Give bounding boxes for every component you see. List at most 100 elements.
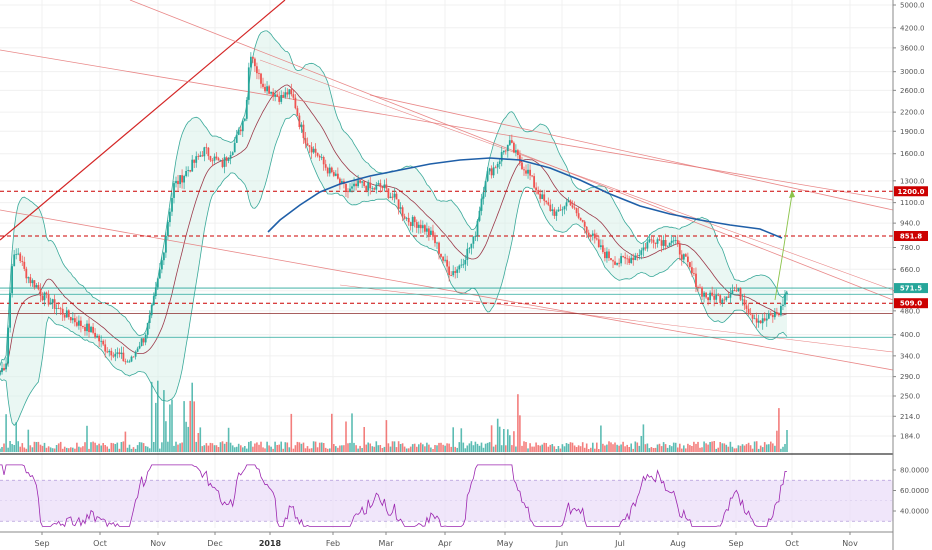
volume-bar — [711, 441, 713, 452]
rsi-tick-label: 80.0000 — [900, 467, 929, 475]
volume-bar — [709, 442, 711, 452]
candle-body — [678, 243, 681, 255]
volume-bar — [310, 448, 313, 452]
volume-bar — [545, 443, 547, 452]
volume-bar — [594, 448, 596, 452]
volume-bar — [102, 443, 104, 452]
volume-bar — [650, 447, 653, 452]
volume-bar — [539, 445, 541, 452]
candle-body — [134, 351, 137, 357]
volume-bar — [304, 448, 307, 452]
volume-bar — [656, 444, 659, 452]
price-tag-box — [894, 283, 928, 294]
volume-bar — [51, 448, 54, 452]
x-tick-label: Aug — [670, 539, 686, 548]
volume-bar — [213, 445, 216, 452]
volume-bar — [450, 446, 452, 452]
volume-bar — [155, 402, 157, 452]
volume-bar — [379, 445, 382, 452]
candle-body — [470, 243, 473, 249]
volume-bar — [377, 445, 380, 452]
volume-bar — [367, 442, 369, 452]
candle-body — [213, 156, 216, 161]
candle-body — [136, 348, 139, 352]
volume-bar — [418, 444, 420, 452]
volume-bar — [351, 413, 353, 452]
volume-bar — [9, 441, 11, 452]
volume-bar — [513, 431, 515, 452]
volume-bar — [784, 444, 786, 452]
volume-bar — [616, 444, 618, 452]
candle-body — [197, 156, 200, 157]
volume-bar — [543, 442, 545, 452]
volume-bar — [436, 445, 438, 452]
volume-bar — [454, 446, 456, 452]
volume-bar — [757, 448, 760, 452]
volume-bar — [494, 444, 497, 452]
candle-body — [108, 350, 111, 353]
candle-body — [243, 118, 246, 121]
candle-body — [69, 317, 72, 321]
volume-bar — [731, 446, 734, 452]
volume-bar — [175, 441, 177, 452]
candle-body — [270, 91, 272, 94]
volume-bar — [672, 442, 675, 452]
volume-bar — [108, 448, 110, 452]
y-tick-label: 2200.0 — [900, 109, 925, 117]
volume-bar — [389, 446, 392, 452]
volume-bar — [634, 441, 637, 452]
candle-body — [221, 160, 224, 167]
candle-body — [531, 175, 533, 177]
volume-bar — [201, 446, 204, 452]
y-tick-label: 5000.0 — [900, 2, 925, 10]
volume-bar — [308, 448, 311, 452]
volume-bar — [551, 444, 554, 452]
candle-body — [264, 86, 266, 92]
volume-bar — [749, 445, 752, 452]
candle-body — [175, 180, 177, 184]
volume-bar — [585, 443, 588, 452]
volume-bar — [755, 441, 758, 452]
volume-bar — [567, 443, 570, 452]
candle-body — [454, 271, 457, 273]
candle-body — [731, 290, 734, 294]
candle-body — [403, 216, 406, 219]
volume-bar — [203, 445, 206, 452]
candle-body — [774, 312, 776, 318]
y-tick-label: 4200.0 — [900, 24, 925, 32]
candle-body — [771, 314, 774, 318]
candle-body — [709, 292, 711, 301]
candle-body — [737, 288, 740, 292]
volume-bar — [563, 446, 566, 452]
volume-bar — [413, 443, 416, 452]
candle-body — [624, 257, 626, 259]
projection-line — [774, 193, 793, 301]
volume-bar — [130, 448, 133, 452]
volume-bar — [405, 448, 408, 452]
candle-body — [521, 162, 523, 170]
candle-body — [448, 266, 450, 275]
volume-bar — [21, 443, 24, 452]
candle-body — [187, 170, 190, 171]
volume-bar — [660, 446, 663, 452]
volume-bar — [677, 447, 679, 452]
candle-body — [35, 285, 38, 288]
candle-body — [618, 262, 620, 264]
volume-bar — [25, 448, 28, 452]
candle-body — [365, 186, 368, 191]
volume-bar — [159, 448, 161, 452]
volume-bar — [365, 444, 367, 452]
candle-body — [763, 318, 766, 321]
candle-body — [484, 181, 487, 193]
volume-bar — [268, 445, 270, 452]
volume-bar — [96, 445, 98, 452]
candle-body — [114, 353, 117, 357]
volume-bar — [256, 442, 258, 452]
volume-bar — [507, 429, 509, 452]
candle-body — [53, 299, 56, 309]
candle-body — [539, 193, 542, 199]
volume-bar — [674, 442, 677, 452]
candle-body — [492, 167, 495, 176]
candle-body — [395, 193, 398, 200]
